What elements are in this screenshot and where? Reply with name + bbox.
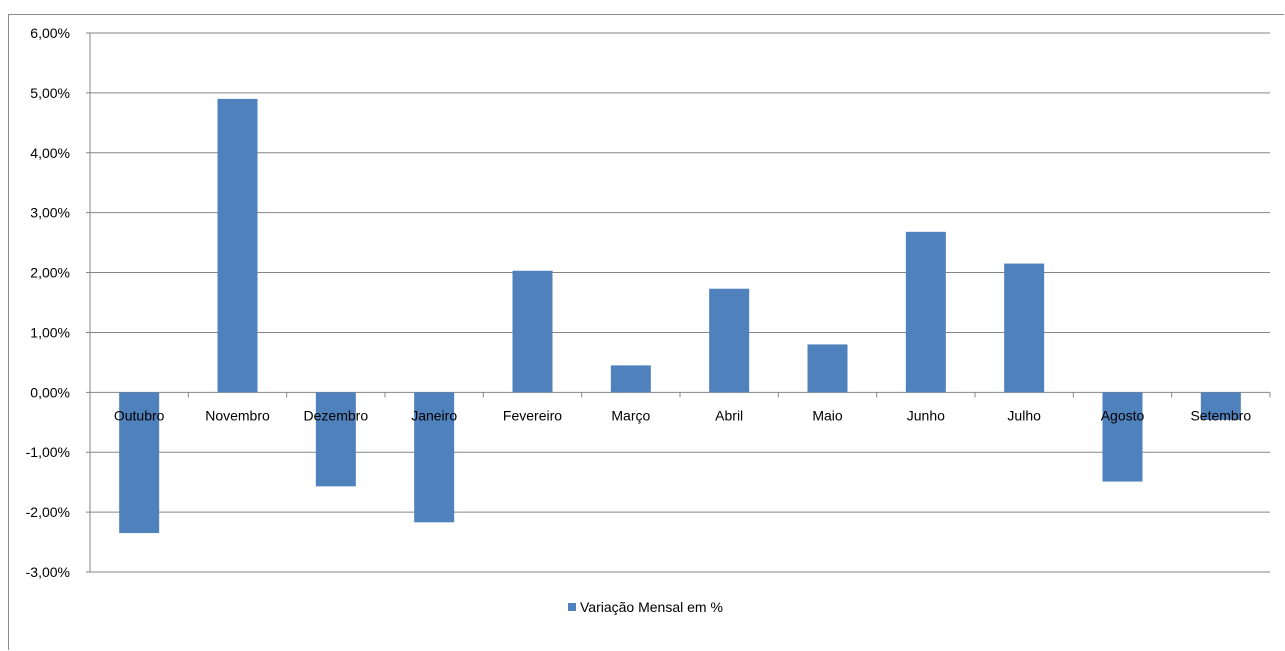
x-category-label: Outubro xyxy=(114,407,165,423)
y-tick-label: -1,00% xyxy=(26,444,70,460)
y-tick-label: 6,00% xyxy=(30,25,70,41)
y-tick-label: 3,00% xyxy=(30,205,70,221)
x-category-label: Fevereiro xyxy=(503,407,562,423)
y-tick-label: -3,00% xyxy=(26,564,70,580)
x-category-label: Setembro xyxy=(1190,407,1251,423)
x-category-label: Junho xyxy=(907,407,945,423)
legend-label: Variação Mensal em % xyxy=(580,599,723,615)
x-axis-labels: Outubro Novembro Dezembro Janeiro Fevereiro M… xyxy=(114,407,1252,423)
bar-dezembro xyxy=(315,392,356,487)
y-tick-label: 1,00% xyxy=(30,324,70,340)
x-category-label: Janeiro xyxy=(411,407,457,423)
bar-agosto xyxy=(1102,392,1143,482)
chart-frame xyxy=(8,14,1284,650)
legend-swatch xyxy=(568,603,576,611)
y-tick-label: -2,00% xyxy=(26,504,70,520)
y-tick-label: 5,00% xyxy=(30,85,70,101)
y-tick-label: 4,00% xyxy=(30,145,70,161)
legend: Variação Mensal em % xyxy=(568,599,723,615)
x-category-label: Novembro xyxy=(205,407,270,423)
x-category-label: Dezembro xyxy=(304,407,369,423)
y-tick-label: 2,00% xyxy=(30,265,70,281)
gridlines xyxy=(86,32,1271,573)
y-tick-label: 0,00% xyxy=(30,384,70,400)
bar-abril xyxy=(709,288,750,393)
bar-maio xyxy=(807,344,848,393)
bar-fevereiro xyxy=(512,270,553,393)
bar-setembro xyxy=(1200,392,1241,420)
bar-outubro xyxy=(119,392,160,534)
bar-julho xyxy=(1004,263,1045,393)
bar-junho xyxy=(905,231,946,393)
x-category-label: Julho xyxy=(1007,407,1041,423)
x-category-label: Março xyxy=(611,407,650,423)
x-category-label: Agosto xyxy=(1101,407,1145,423)
bar-março xyxy=(610,365,651,393)
bar-novembro xyxy=(217,98,258,393)
y-axis: 6,00% 5,00% 4,00% 3,00% 2,00% 1,00% 0,00% -1,00… xyxy=(26,25,91,580)
bar-janeiro xyxy=(414,392,455,523)
x-category-label: Abril xyxy=(715,407,743,423)
bars xyxy=(119,98,1241,534)
x-category-label: Maio xyxy=(812,407,843,423)
